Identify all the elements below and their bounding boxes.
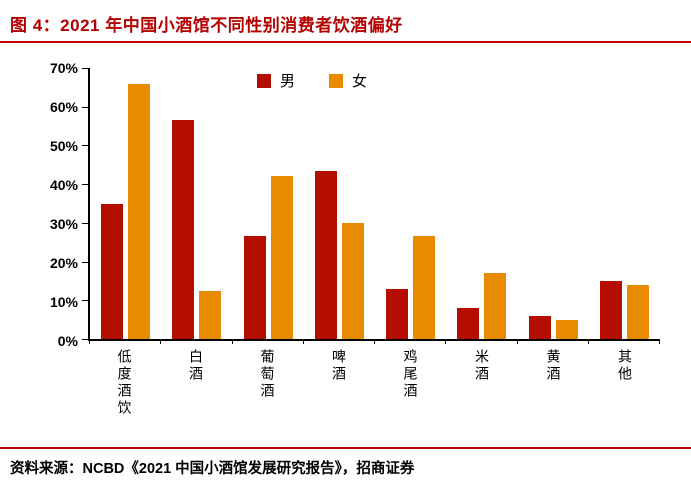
y-axis-label-60%: 60% [49, 99, 78, 115]
bar-男-低度酒饮 [101, 203, 124, 339]
category-label-text: 其他 [616, 349, 633, 383]
y-axis-label-10%: 10% [49, 294, 78, 310]
y-tick [82, 106, 88, 108]
source-note: 资料来源：NCBD《2021 中国小酒馆发展研究报告》，招商证券 [10, 461, 415, 477]
x-tick [659, 339, 660, 344]
bar-group-4 [304, 68, 375, 339]
y-axis-label-70%: 70% [49, 60, 78, 76]
category-label-其他: 其他 [589, 349, 661, 417]
x-tick [231, 339, 233, 344]
bar-group-2 [161, 68, 232, 339]
x-tick [302, 339, 304, 344]
category-label-text: 米酒 [473, 349, 490, 383]
category-label-低度酒饮: 低度酒饮 [88, 349, 160, 417]
y-axis-labels: 0% 10% 20% 30% 40% 50% 60% 70% [0, 61, 78, 348]
y-tick [82, 300, 88, 302]
category-label-白酒: 白酒 [160, 349, 232, 417]
legend-label-女: 女 [352, 73, 368, 90]
category-label-text: 白酒 [187, 349, 204, 383]
category-label-text: 低度酒饮 [116, 349, 133, 417]
category-label-text: 黄酒 [545, 349, 562, 383]
bar-女-白酒 [199, 290, 222, 339]
category-labels: 低度酒饮 白酒 葡萄酒 啤酒 鸡尾酒 米酒 黄酒 其他 [88, 349, 660, 417]
bar-group-6 [446, 68, 517, 339]
y-axis-label-30%: 30% [49, 216, 78, 232]
legend-item-男: 男 [256, 70, 295, 91]
category-label-鸡尾酒: 鸡尾酒 [374, 349, 446, 417]
bar-女-黄酒 [555, 319, 578, 339]
plot-area: 男女 [82, 68, 660, 344]
y-axis-label-0%: 0% [57, 333, 78, 349]
category-label-葡萄酒: 葡萄酒 [231, 349, 303, 417]
bar-男-啤酒 [314, 170, 337, 339]
bar-男-其他 [599, 280, 622, 339]
y-tick [82, 68, 88, 69]
category-label-啤酒: 啤酒 [303, 349, 375, 417]
bar-group-8 [589, 68, 660, 339]
x-tick [587, 339, 589, 344]
bar-女-啤酒 [341, 222, 364, 339]
x-tick [445, 339, 447, 344]
bar-groups [90, 68, 660, 339]
bar-group-3 [233, 68, 304, 339]
y-axis-label-20%: 20% [49, 255, 78, 271]
x-tick [160, 339, 162, 344]
source-divider [0, 447, 691, 449]
category-label-text: 葡萄酒 [259, 349, 276, 400]
category-label-黄酒: 黄酒 [517, 349, 589, 417]
bar-女-其他 [626, 284, 649, 339]
bar-男-白酒 [172, 120, 195, 339]
x-tick [374, 339, 375, 344]
bar-男-鸡尾酒 [386, 288, 409, 339]
bar-女-鸡尾酒 [413, 236, 436, 339]
bar-男-葡萄酒 [243, 236, 266, 339]
legend-label-男: 男 [279, 73, 295, 90]
category-label-text: 啤酒 [330, 349, 347, 383]
bar-男-黄酒 [528, 315, 551, 339]
bar-女-葡萄酒 [270, 176, 293, 339]
y-tick [82, 145, 88, 147]
bar-女-低度酒饮 [128, 83, 151, 339]
legend-swatch-女 [329, 73, 343, 88]
legend-item-女: 女 [329, 70, 367, 91]
y-tick [82, 222, 88, 224]
bar-group-1 [90, 68, 161, 339]
x-tick [516, 339, 518, 344]
y-axis-label-40%: 40% [49, 177, 78, 193]
y-axis-label-50%: 50% [49, 138, 78, 154]
legend-swatch-男 [256, 73, 271, 88]
y-tick [82, 261, 88, 263]
title-underline [0, 41, 691, 43]
bar-group-5 [375, 68, 446, 339]
y-tick [82, 339, 88, 340]
bar-男-米酒 [457, 308, 480, 339]
bar-group-7 [518, 68, 589, 339]
category-label-text: 鸡尾酒 [402, 349, 419, 400]
bar-女-米酒 [484, 273, 507, 339]
x-tick [89, 339, 90, 344]
category-label-米酒: 米酒 [446, 349, 518, 417]
legend: 男女 [256, 70, 367, 91]
figure-title: 图 4：2021 年中国小酒馆不同性别消费者饮酒偏好 [10, 16, 403, 35]
y-tick [82, 184, 88, 186]
